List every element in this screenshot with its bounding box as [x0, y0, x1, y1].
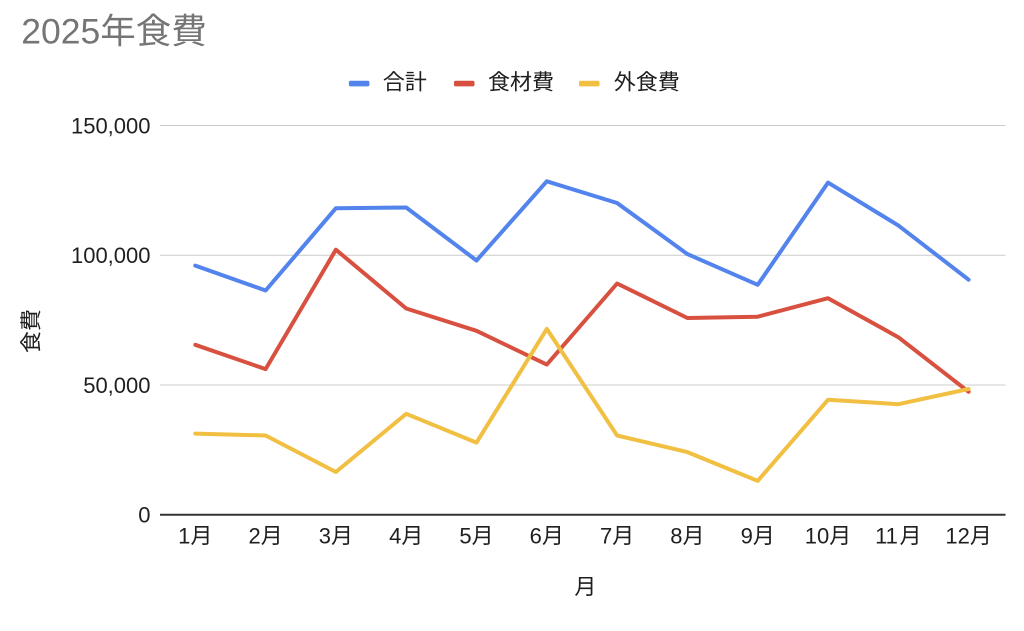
svg-text:50,000: 50,000 — [83, 373, 150, 398]
svg-text:100,000: 100,000 — [71, 243, 151, 268]
svg-text:2: 2 — [248, 523, 260, 548]
svg-text:3: 3 — [319, 523, 331, 548]
svg-text:1: 1 — [178, 523, 190, 548]
svg-text:4: 4 — [389, 523, 401, 548]
svg-text:150,000: 150,000 — [71, 114, 151, 139]
svg-text:5: 5 — [459, 523, 471, 548]
svg-text:12: 12 — [945, 523, 969, 548]
svg-text:9: 9 — [741, 523, 753, 548]
svg-text:6: 6 — [530, 523, 542, 548]
svg-text:7: 7 — [600, 523, 612, 548]
svg-text:10: 10 — [805, 523, 829, 548]
svg-text:11: 11 — [875, 523, 898, 548]
svg-text:0: 0 — [138, 503, 150, 528]
svg-text:2025: 2025 — [21, 11, 100, 51]
svg-text:8: 8 — [670, 523, 682, 548]
